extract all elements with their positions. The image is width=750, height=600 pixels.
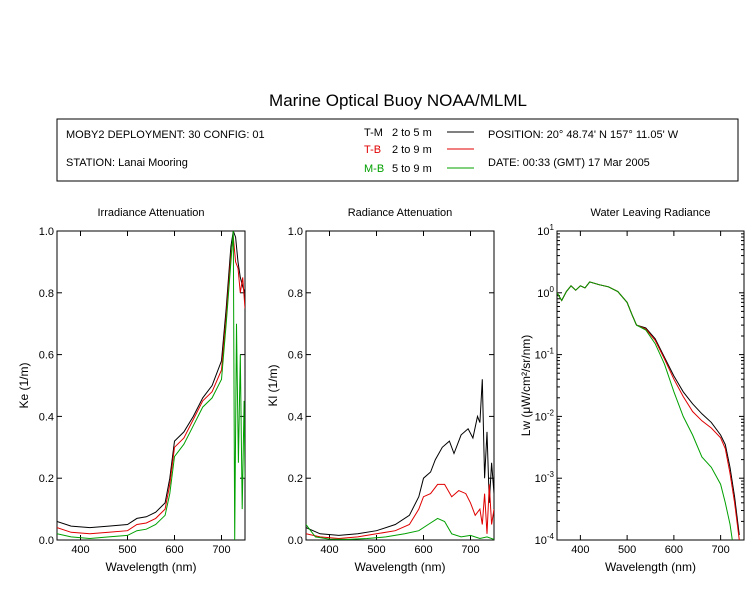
series-line-m-b [306,517,494,540]
y-axis-label: Ke (1/m) [17,362,31,408]
y-tick-label: 0.8 [39,288,54,300]
series-group [57,231,245,540]
x-tick-label: 500 [118,544,136,556]
chart-water-leaving: Water Leaving Radiance 400 500 600 700 10-4 10… [519,207,745,574]
legend-entry-t-m: T-M 2 to 5 m [364,127,474,139]
legend-code: T-B [364,144,381,156]
y-tick-label: 10-2 [535,408,555,423]
legend-code: T-M [364,127,383,139]
y-tick-label: 0.4 [288,411,303,423]
x-tick-label: 400 [71,544,89,556]
plot-frame [556,230,745,541]
y-tick-label: 0.8 [288,288,303,300]
legend: T-M 2 to 5 m T-B 2 to 9 m M-B 5 to 9 m [364,127,474,175]
chart-radiance: Radiance Attenuation 400 500 600 700 0.0 0.2 0.… [266,207,495,574]
series-line-m-b [557,281,733,540]
x-axis-label: Wavelength (nm) [605,560,696,574]
y-tick-label: 10-4 [535,532,555,547]
series-group [306,379,494,540]
chart-panels: Irradiance Attenuation 400 500 600 700 0.0 0.2… [17,207,745,574]
series-line-t-m [557,281,740,536]
chart-irradiance: Irradiance Attenuation 400 500 600 700 0.0 0.2… [17,207,246,574]
date-text: DATE: 00:33 (GMT) 17 Mar 2005 [488,157,650,169]
x-tick-label: 700 [461,544,479,556]
y-tick-label: 0.4 [39,411,54,423]
plot-frame [305,230,495,541]
x-tick-label: 400 [320,544,338,556]
deployment-text: MOBY2 DEPLOYMENT: 30 CONFIG: 01 [66,129,265,141]
y-tick-label: 100 [537,285,554,300]
legend-range: 2 to 5 m [392,127,432,139]
y-tick-label: 101 [537,223,554,238]
y-tick-label: 0.2 [39,473,54,485]
y-tick-label: 10-1 [535,347,555,362]
y-tick-label: 1.0 [39,226,54,238]
x-tick-label: 600 [665,544,683,556]
x-tick-label: 600 [414,544,432,556]
y-tick-label: 1.0 [288,226,303,238]
y-tick-label: 0.0 [288,535,303,547]
plot-frame [56,230,246,541]
legend-range: 5 to 9 m [392,163,432,175]
legend-code: M-B [364,163,384,175]
y-axis-label: Kl (1/m) [266,364,280,406]
figure-title: Marine Optical Buoy NOAA/MLML [269,91,527,110]
series-line-m-b [57,231,245,540]
x-tick-label: 500 [367,544,385,556]
y-tick-label: 0.6 [39,350,54,362]
x-axis-label: Wavelength (nm) [355,560,446,574]
y-tick-label: 0.0 [39,535,54,547]
y-axis-label: Lw (μW/cm²/sr/nm) [519,335,533,437]
legend-range: 2 to 9 m [392,144,432,156]
y-tick-label: 0.6 [288,350,303,362]
series-group [557,281,740,540]
x-tick-label: 400 [571,544,589,556]
info-box: MOBY2 DEPLOYMENT: 30 CONFIG: 01 STATION:… [56,118,739,182]
chart-title: Water Leaving Radiance [590,207,710,219]
series-line-t-b [306,483,494,540]
x-tick-label: 600 [165,544,183,556]
series-line-t-m [306,379,494,536]
position-text: POSITION: 20° 48.74' N 157° 11.05' W [488,129,679,141]
legend-entry-m-b: M-B 5 to 9 m [364,163,474,175]
station-text: STATION: Lanai Mooring [66,157,188,169]
x-tick-label: 700 [212,544,230,556]
series-line-t-b [57,237,245,535]
series-line-t-m [57,231,245,529]
chart-title: Irradiance Attenuation [97,207,204,219]
y-tick-label: 0.2 [288,473,303,485]
legend-entry-t-b: T-B 2 to 9 m [364,144,474,156]
series-line-t-b [557,281,740,540]
x-tick-label: 700 [711,544,729,556]
info-box-frame [56,118,739,182]
y-tick-label: 10-3 [535,470,555,485]
x-axis-label: Wavelength (nm) [106,560,197,574]
chart-title: Radiance Attenuation [348,207,453,219]
x-tick-label: 500 [618,544,636,556]
